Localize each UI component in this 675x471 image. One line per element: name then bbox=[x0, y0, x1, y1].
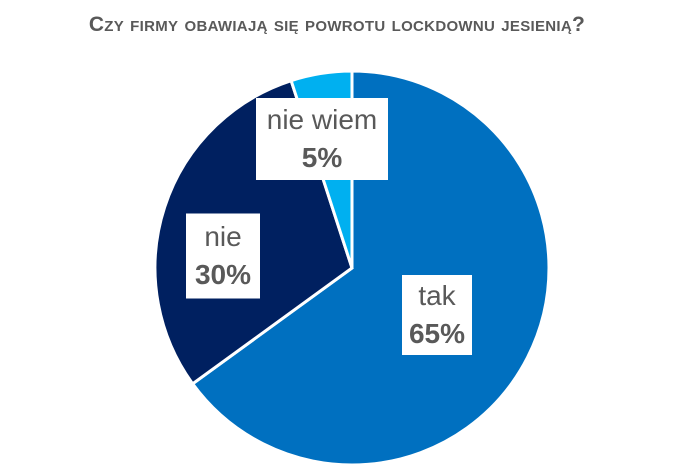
label-box bbox=[186, 213, 260, 299]
value-label: 5% bbox=[302, 142, 343, 173]
chart-title: Czy firmy obawiają się powrotu lockdownu… bbox=[89, 13, 585, 36]
value-label: 30% bbox=[195, 259, 251, 290]
label-box bbox=[402, 275, 472, 355]
pie-slice bbox=[190, 69, 551, 467]
value-label: 65% bbox=[409, 318, 465, 349]
slice-label: tak bbox=[418, 280, 456, 311]
slice-label: nie wiem bbox=[267, 104, 377, 135]
label-box bbox=[256, 98, 388, 180]
slice-label: nie bbox=[204, 221, 241, 252]
